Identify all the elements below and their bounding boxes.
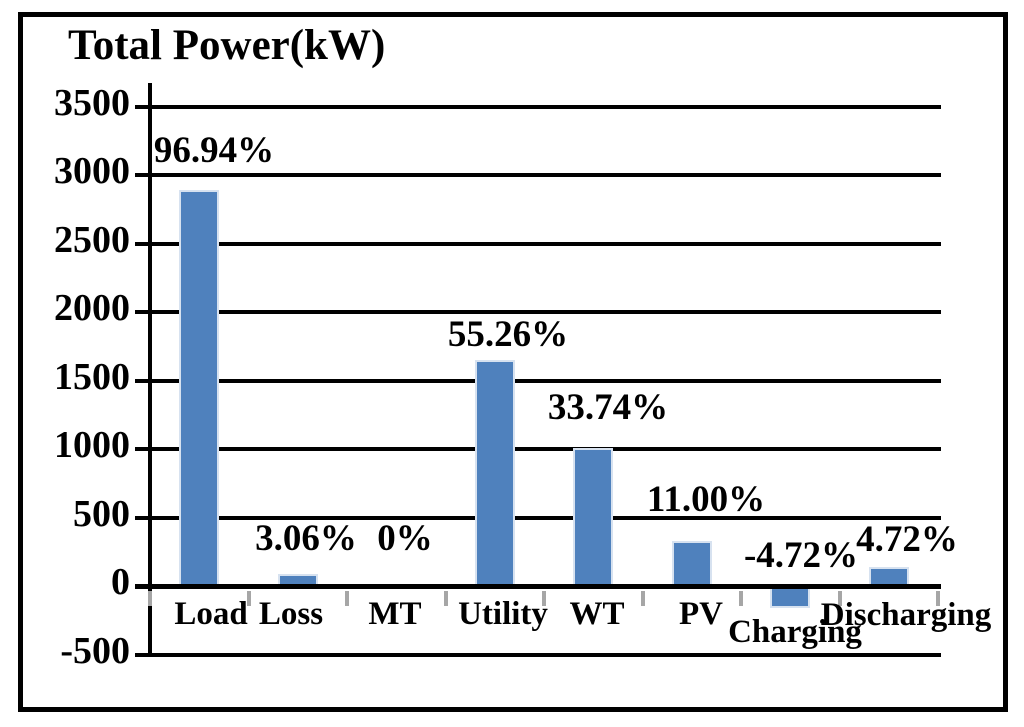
figure-border (18, 12, 1008, 712)
x-axis-tick (739, 591, 743, 606)
gridline-1000 (135, 447, 941, 451)
bar-loss (277, 573, 318, 586)
gridline-500 (135, 515, 941, 520)
y-axis-tick-label: 500 (73, 492, 130, 535)
bar-load (179, 190, 220, 586)
y-axis-tick-label: 2000 (54, 287, 130, 329)
chart-title: Total Power(kW) (68, 22, 386, 69)
category-label-utility: Utility (458, 596, 548, 632)
y-axis-tick-label: -500 (60, 629, 130, 672)
category-label-pv: PV (679, 596, 723, 632)
category-label-load: Load (174, 596, 248, 632)
gridline-2500 (135, 241, 941, 246)
x-axis-line (135, 584, 941, 589)
x-axis-tick (936, 591, 940, 606)
bar-value-label-wt: 33.74% (547, 387, 669, 428)
category-label-mt: MT (368, 596, 422, 632)
y-axis-tick-label: 2500 (54, 218, 130, 261)
gridline-2000 (135, 310, 941, 314)
bar-value-label-charging: -4.72% (743, 535, 859, 576)
bar-utility (474, 360, 515, 586)
y-axis-line (148, 83, 152, 656)
category-label-discharging: Discharging (820, 597, 992, 633)
x-axis-tick (246, 591, 251, 606)
bar-value-label-pv: 11.00% (646, 479, 766, 520)
bar-value-label-mt: 0% (377, 518, 433, 559)
gridline-3000 (135, 173, 941, 177)
y-axis-tick-label: 1500 (54, 355, 130, 398)
gridline-3500 (135, 104, 941, 109)
x-axis-tick (345, 591, 349, 606)
gridline-1500 (135, 378, 941, 383)
x-axis-tick (837, 591, 842, 606)
x-axis-tick (148, 591, 152, 606)
x-axis-tick (640, 591, 645, 606)
bar-charging (770, 589, 811, 609)
x-axis-tick (443, 591, 448, 606)
category-label-wt: WT (569, 596, 625, 632)
y-axis-tick-label: 0 (111, 561, 130, 603)
y-axis-tick-label: 1000 (54, 424, 130, 466)
y-axis-tick-label: 3000 (54, 150, 130, 192)
bar-discharging (868, 566, 909, 586)
x-axis-tick (542, 591, 546, 606)
bar-wt (573, 448, 614, 586)
bar-value-label-loss: 3.06% (255, 518, 357, 559)
category-label-loss: Loss (258, 596, 324, 632)
y-axis-tick-label: 3500 (54, 81, 130, 124)
bar-pv (671, 541, 712, 586)
gridline--500 (135, 652, 941, 657)
category-label-charging: Charging (728, 614, 862, 650)
bar-value-label-utility: 55.26% (447, 314, 569, 355)
bar-value-label-load: 96.94% (153, 130, 275, 171)
bar-value-label-discharging: 4.72% (856, 519, 958, 560)
